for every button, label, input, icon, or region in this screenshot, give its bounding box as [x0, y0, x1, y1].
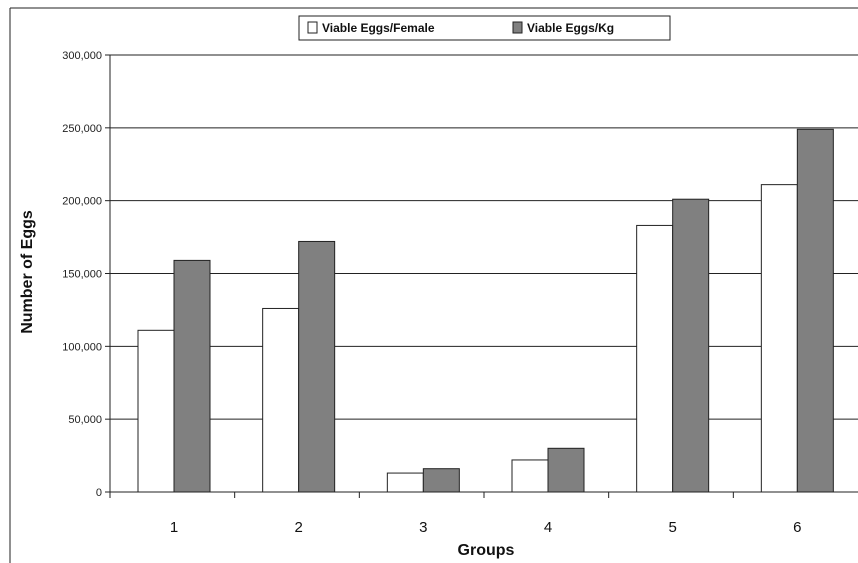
legend-swatch-viable-eggs-female — [307, 21, 318, 34]
y-tick-label: 250,000 — [62, 123, 102, 135]
bar-viable-eggs-kg-group-6 — [796, 128, 834, 493]
x-tick-label: 5 — [668, 519, 676, 536]
y-axis-title: Number of Eggs — [19, 210, 36, 334]
bar-viable-eggs-female-group-1 — [137, 329, 175, 493]
bar-viable-eggs-female-group-5 — [636, 224, 674, 493]
bars — [137, 128, 834, 493]
x-tick-label: 1 — [170, 519, 178, 536]
y-tick-label: 100,000 — [62, 341, 102, 353]
y-tick-label: 150,000 — [62, 269, 102, 281]
legend-label-viable-eggs-female: Viable Eggs/Female — [322, 21, 435, 35]
y-tick-label: 0 — [96, 487, 102, 499]
x-axis-title: Groups — [458, 542, 515, 559]
y-tick-label: 300,000 — [62, 50, 102, 62]
bar-viable-eggs-female-group-4 — [511, 459, 549, 493]
bar-viable-eggs-kg-group-3 — [422, 468, 460, 493]
bar-viable-eggs-kg-group-1 — [173, 259, 211, 493]
legend-label-viable-eggs-kg: Viable Eggs/Kg — [527, 21, 614, 35]
bar-viable-eggs-female-group-6 — [760, 184, 798, 493]
x-tick-label: 6 — [793, 519, 801, 536]
x-tick-label: 3 — [419, 519, 427, 536]
y-tick-label: 200,000 — [62, 196, 102, 208]
bar-viable-eggs-female-group-3 — [386, 472, 424, 493]
legend-box — [298, 15, 671, 41]
bar-viable-eggs-kg-group-2 — [298, 240, 336, 493]
bar-viable-eggs-kg-group-4 — [547, 447, 585, 493]
bar-viable-eggs-kg-group-5 — [672, 198, 710, 493]
x-tick-label: 4 — [544, 519, 552, 536]
y-axis-ticks: 0 50,000 100,000 150,000 200,000 250,000 300,0… — [62, 50, 110, 499]
gridlines — [110, 54, 858, 420]
x-tick-label: 2 — [294, 519, 302, 536]
bar-viable-eggs-female-group-2 — [262, 307, 300, 493]
y-tick-label: 50,000 — [68, 414, 102, 426]
legend-swatch-viable-eggs-kg — [512, 21, 523, 34]
x-axis-ticks: 1 2 3 4 5 6 — [109, 492, 802, 536]
legend: Viable Eggs/Female Viable Eggs/Kg — [298, 15, 671, 41]
